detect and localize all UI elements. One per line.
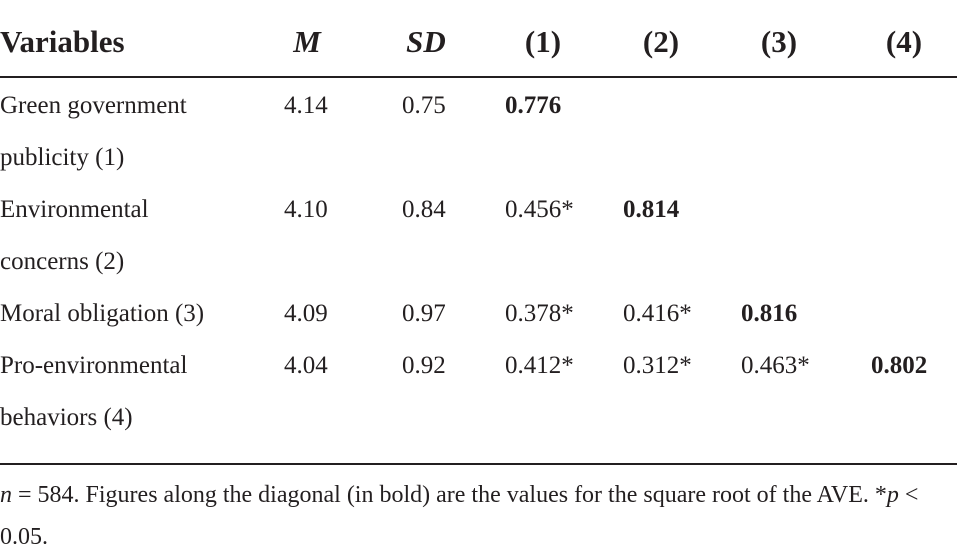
column-header: (4) — [885, 24, 923, 59]
cell-value: 0.776 — [505, 92, 562, 119]
header-rule — [0, 76, 957, 78]
cell-value: 4.04 — [284, 352, 328, 379]
cell-value: 0.463* — [741, 352, 810, 379]
column-header: SD — [406, 24, 446, 59]
cell-value: 0.814 — [623, 196, 680, 223]
bottom-rule — [0, 463, 957, 465]
cell-value: 0.312* — [623, 352, 692, 379]
cell-value: 0.802 — [871, 352, 928, 379]
cell-value: 0.75 — [402, 92, 446, 119]
column-header: (1) — [524, 24, 562, 59]
footnote-symbol: p — [886, 482, 899, 508]
row-label: Environmental concerns (2) — [0, 196, 149, 275]
cell-value: 0.378* — [505, 300, 574, 327]
footnote: n = 584. Figures along the diagonal (in … — [0, 474, 920, 558]
cell-value: 0.416* — [623, 300, 692, 327]
cell-value: 0.456* — [505, 196, 574, 223]
row-label: Moral obligation (3) — [0, 300, 205, 327]
cell-value: 0.97 — [402, 300, 446, 327]
cell-value: 4.09 — [284, 300, 328, 327]
column-header: (2) — [642, 24, 680, 59]
cell-value: 4.14 — [284, 92, 328, 119]
column-header: Variables — [0, 24, 125, 59]
cell-value: 0.816 — [741, 300, 798, 327]
row-label: Pro-environmental behaviors (4) — [0, 352, 188, 431]
cell-value: 0.84 — [402, 196, 446, 223]
cell-value: 4.10 — [284, 196, 328, 223]
column-header: (3) — [760, 24, 798, 59]
footnote-text: = 584. Figures along the diagonal (in bo… — [12, 482, 887, 508]
row-label: Green government publicity (1) — [0, 92, 187, 171]
cell-value: 0.92 — [402, 352, 446, 379]
column-header: M — [293, 24, 321, 59]
cell-value: 0.412* — [505, 352, 574, 379]
footnote-symbol: n — [0, 482, 12, 508]
footnote-text: < 0.05. — [0, 482, 919, 550]
